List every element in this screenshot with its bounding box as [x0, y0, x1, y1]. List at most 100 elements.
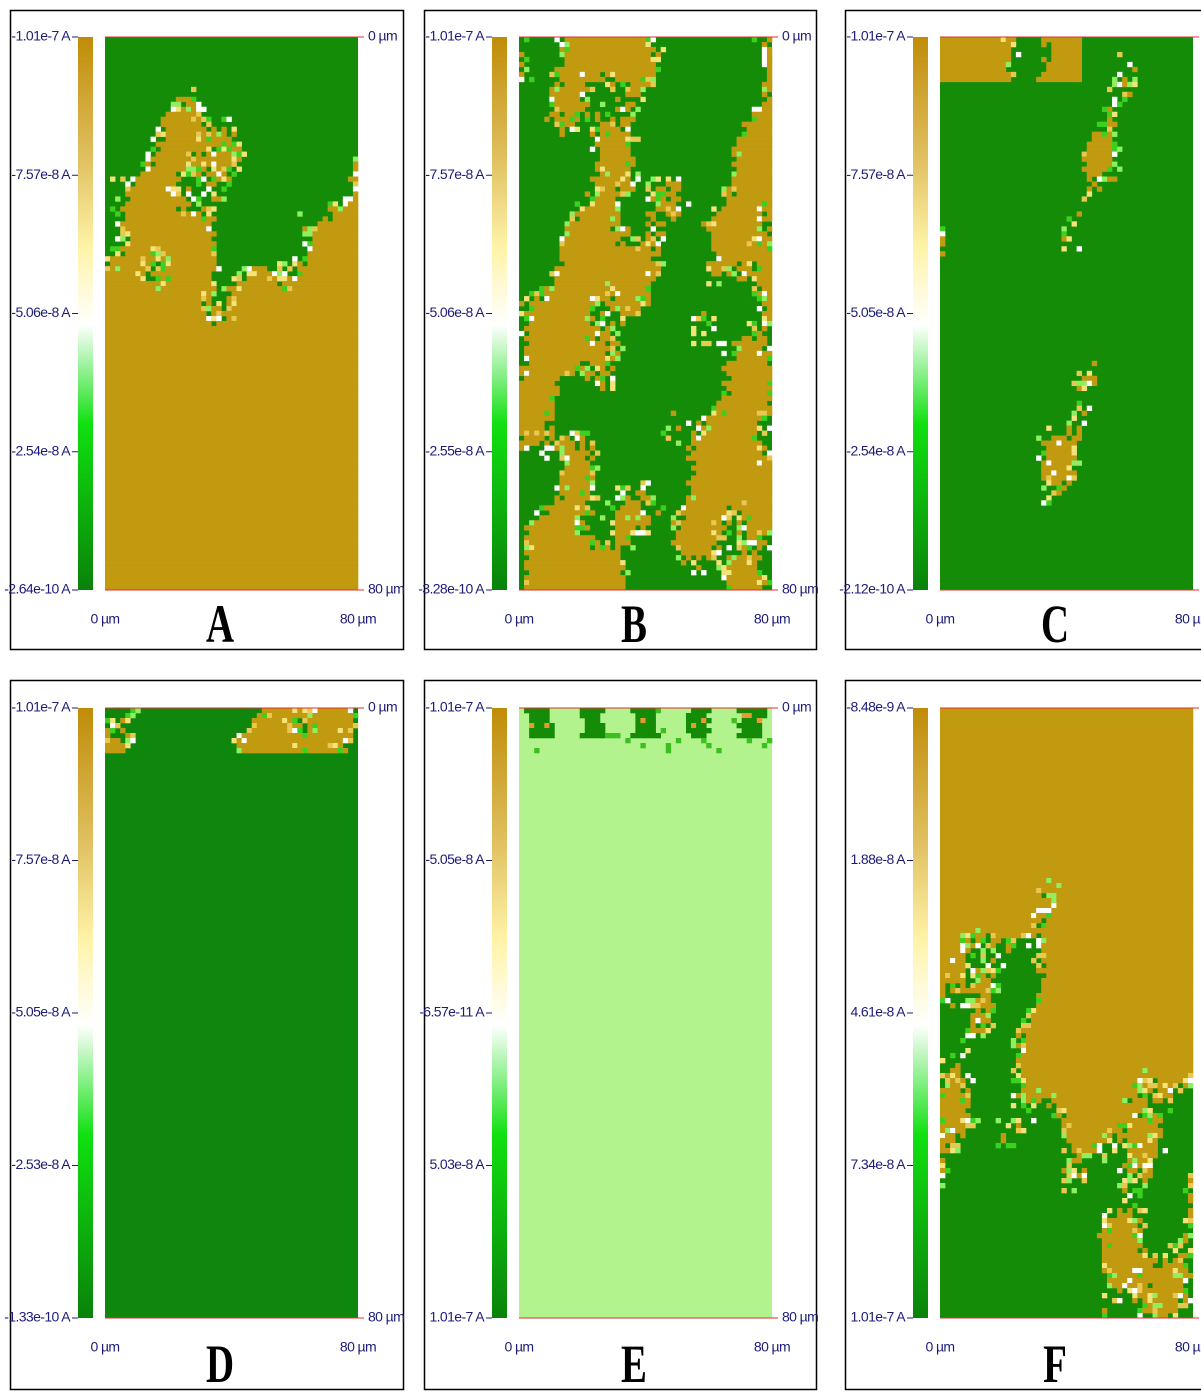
map-cell — [105, 325, 359, 332]
map-cell — [1000, 1133, 1007, 1139]
map-cell — [1010, 943, 1017, 949]
map-cell — [1182, 1298, 1189, 1304]
map-cell — [1015, 1128, 1022, 1134]
map-cell — [650, 226, 656, 232]
map-cell — [206, 211, 212, 217]
map-cell — [130, 176, 136, 182]
map-cell — [282, 281, 359, 287]
map-cell — [302, 256, 308, 262]
map-cell — [564, 51, 651, 58]
map-cell — [1046, 480, 1052, 486]
map-cell — [761, 56, 768, 63]
map-cell — [726, 385, 773, 392]
map-cell — [620, 186, 636, 192]
map-cell — [599, 335, 611, 342]
map-cell — [1061, 1133, 1067, 1139]
map-cell — [574, 530, 581, 536]
map-cell — [1020, 1103, 1027, 1109]
map-cell — [1127, 1138, 1148, 1144]
map-cell — [766, 37, 773, 43]
map-cell — [1106, 1208, 1113, 1214]
map-cell — [1081, 1168, 1088, 1174]
map-cell — [125, 186, 131, 192]
map-cell — [950, 958, 956, 964]
map-cell — [1106, 1218, 1128, 1224]
map-cell — [1051, 480, 1062, 486]
map-cell — [640, 76, 646, 83]
map-cell — [620, 226, 626, 232]
map-cell — [940, 718, 1194, 724]
map-cell — [155, 251, 161, 257]
map-cell — [297, 276, 359, 282]
map-cell — [756, 291, 763, 297]
map-cell — [105, 738, 111, 744]
map-cell — [1020, 1038, 1027, 1044]
map-cell — [701, 435, 753, 441]
map-cell — [569, 41, 646, 48]
map-cell — [940, 778, 1194, 784]
map-cell — [1117, 1168, 1123, 1174]
y-bottom-label: 80 µm — [782, 581, 818, 597]
map-cell — [756, 718, 763, 724]
map-cell — [226, 116, 232, 122]
map-cell — [221, 141, 227, 147]
map-cell — [630, 86, 641, 93]
map-cell — [297, 261, 303, 267]
map-cell — [610, 86, 616, 93]
map-cell — [1122, 1183, 1128, 1189]
map-cell — [1137, 1308, 1143, 1314]
map-cell — [529, 340, 591, 347]
map-cell — [1076, 430, 1082, 436]
map-cell — [105, 445, 359, 451]
map-cell — [766, 315, 773, 322]
map-cell — [620, 485, 626, 491]
map-cell — [721, 565, 727, 571]
map-cell — [990, 968, 996, 974]
map-cell — [1031, 1103, 1037, 1109]
map-cell — [940, 948, 961, 954]
map-cell — [165, 186, 172, 192]
map-cell — [655, 510, 661, 516]
map-cell — [1152, 1253, 1158, 1259]
map-cell — [1096, 121, 1108, 127]
map-cell — [564, 450, 591, 456]
x-left-label: 0 µm — [504, 611, 533, 627]
map-cell — [1137, 1083, 1143, 1089]
map-cell — [191, 96, 197, 103]
map-cell — [1112, 1228, 1133, 1234]
map-cell — [347, 738, 354, 744]
map-cell — [751, 435, 758, 441]
map-cell — [160, 261, 167, 267]
map-cell — [297, 728, 303, 734]
map-cell — [665, 425, 672, 431]
map-cell — [1177, 1088, 1184, 1094]
map-cell — [940, 983, 946, 989]
map-cell — [165, 111, 197, 118]
map-cell — [1061, 440, 1077, 446]
map-cell — [940, 56, 1012, 63]
map-cell — [980, 953, 986, 959]
map-cell — [1086, 161, 1113, 167]
map-cell — [1010, 1068, 1017, 1074]
map-cell — [645, 211, 656, 217]
map-cell — [721, 350, 727, 357]
map-cell — [736, 530, 742, 536]
map-cell — [1076, 1173, 1082, 1179]
map-cell — [579, 365, 586, 372]
map-cell — [751, 550, 758, 556]
map-cell — [1041, 465, 1067, 471]
map-cell — [620, 181, 631, 187]
map-cell — [519, 410, 545, 416]
map-cell — [1096, 1143, 1103, 1149]
map-cell — [307, 241, 313, 247]
map-cell — [569, 430, 575, 436]
map-cell — [706, 718, 712, 724]
map-cell — [599, 151, 631, 157]
map-cell — [620, 505, 641, 511]
map-cell — [716, 545, 722, 551]
map-cell — [950, 983, 956, 989]
map-cell — [105, 296, 202, 302]
map-cell — [685, 723, 692, 729]
map-cell — [584, 728, 606, 734]
map-cell — [1112, 1283, 1123, 1289]
